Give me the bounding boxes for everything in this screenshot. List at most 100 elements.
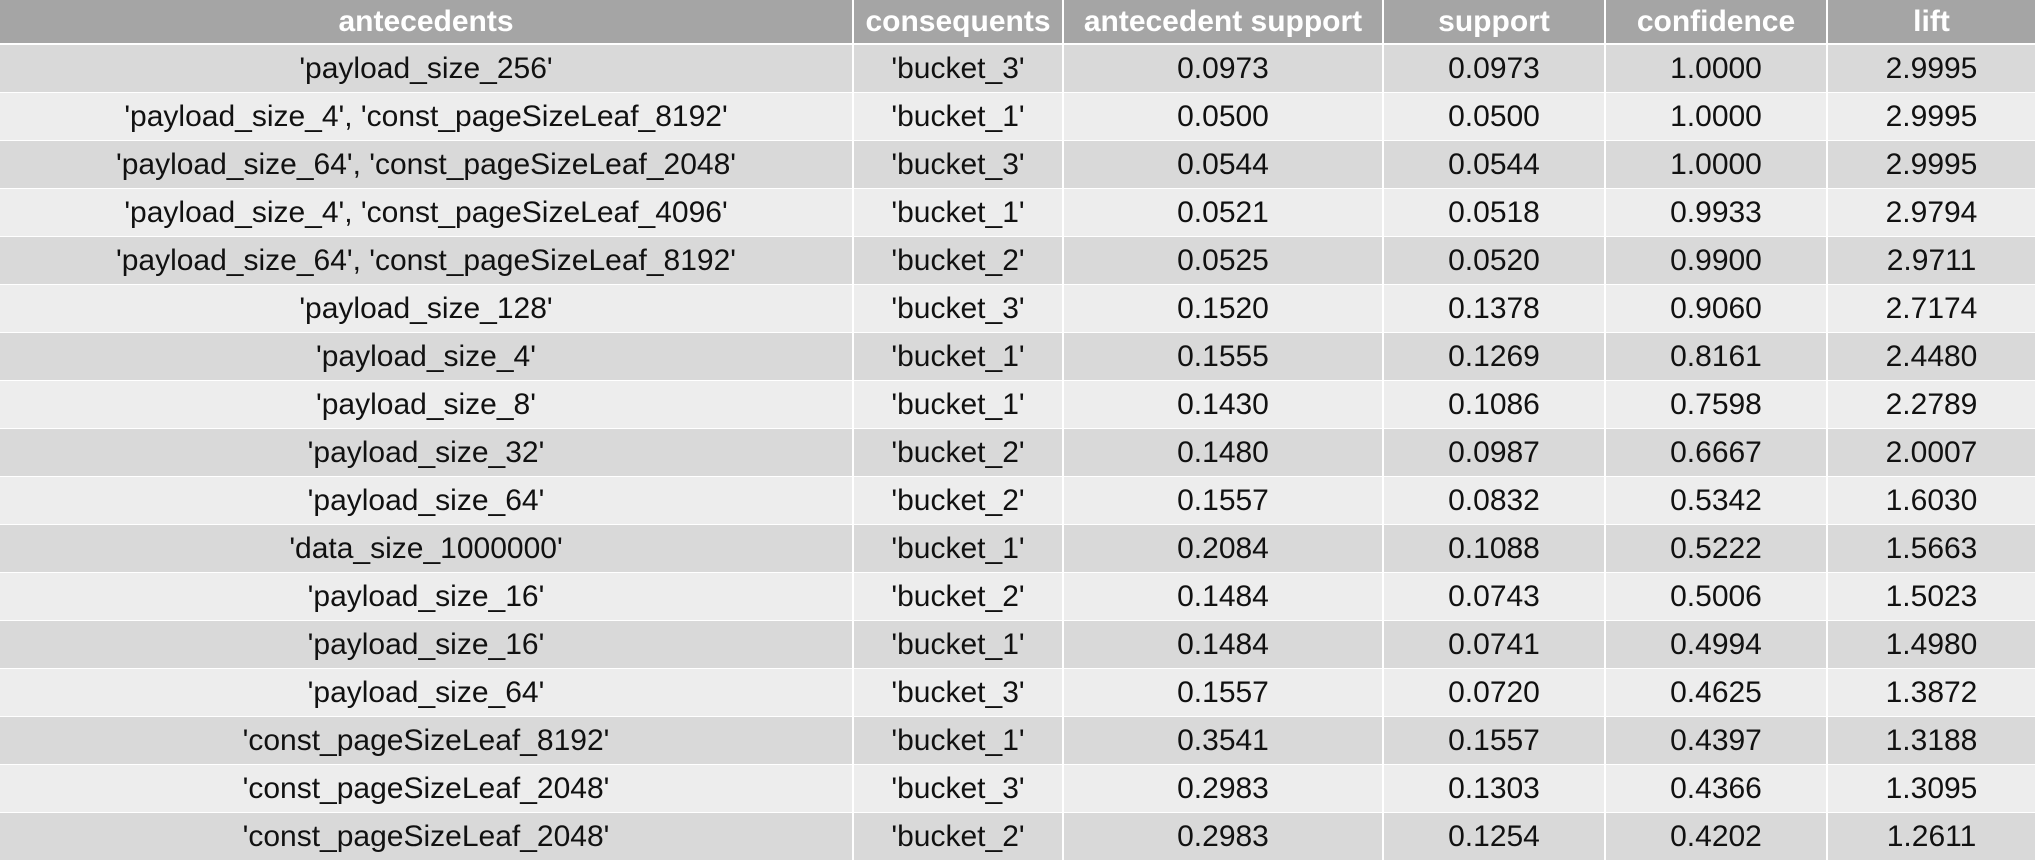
table-row: 'payload_size_8''bucket_1' 0.1430 0.1086 0.… <box>0 380 2035 429</box>
table-row: 'payload_size_16''bucket_2' 0.1484 0.0743 0… <box>0 572 2035 621</box>
cell-consequents: 'bucket_1' <box>853 620 1064 669</box>
cell-antecedent-support: 0.1555 <box>1063 332 1384 381</box>
cell-confidence: 0.9933 <box>1605 188 1828 237</box>
cell-antecedents: 'payload_size_4', 'const_pageSizeLeaf_81… <box>0 92 854 141</box>
cell-lift: 2.9794 <box>1827 188 2035 237</box>
cell-antecedent-support: 0.1557 <box>1063 476 1384 525</box>
cell-antecedent-support: 0.3541 <box>1063 716 1384 765</box>
header-lift: lift <box>1827 0 2035 45</box>
cell-confidence: 1.0000 <box>1605 44 1828 93</box>
cell-antecedents: 'payload_size_8' <box>0 380 854 429</box>
cell-consequents: 'bucket_1' <box>853 188 1064 237</box>
cell-lift: 1.2611 <box>1827 812 2035 860</box>
cell-support: 0.0500 <box>1383 92 1606 141</box>
cell-lift: 2.0007 <box>1827 428 2035 477</box>
cell-antecedent-support: 0.1557 <box>1063 668 1384 717</box>
cell-support: 0.0973 <box>1383 44 1606 93</box>
cell-support: 0.1254 <box>1383 812 1606 860</box>
cell-antecedent-support: 0.1484 <box>1063 572 1384 621</box>
cell-confidence: 1.0000 <box>1605 140 1828 189</box>
cell-support: 0.1088 <box>1383 524 1606 573</box>
cell-antecedents: 'payload_size_64', 'const_pageSizeLeaf_8… <box>0 236 854 285</box>
cell-antecedents: 'payload_size_16' <box>0 572 854 621</box>
table-row: 'payload_size_256''bucket_3' 0.0973 0.0973… <box>0 44 2035 93</box>
cell-lift: 2.9995 <box>1827 44 2035 93</box>
cell-antecedents: 'payload_size_64', 'const_pageSizeLeaf_2… <box>0 140 854 189</box>
cell-confidence: 0.4397 <box>1605 716 1828 765</box>
cell-antecedents: 'payload_size_4', 'const_pageSizeLeaf_40… <box>0 188 854 237</box>
cell-antecedent-support: 0.0973 <box>1063 44 1384 93</box>
cell-lift: 1.5663 <box>1827 524 2035 573</box>
cell-antecedent-support: 0.1430 <box>1063 380 1384 429</box>
cell-antecedent-support: 0.0521 <box>1063 188 1384 237</box>
cell-support: 0.0741 <box>1383 620 1606 669</box>
cell-support: 0.0743 <box>1383 572 1606 621</box>
cell-confidence: 0.4202 <box>1605 812 1828 860</box>
header-row: antecedents consequents antecedent support… <box>0 0 2035 45</box>
cell-antecedent-support: 0.0525 <box>1063 236 1384 285</box>
cell-confidence: 0.4366 <box>1605 764 1828 813</box>
cell-antecedent-support: 0.0500 <box>1063 92 1384 141</box>
cell-lift: 2.7174 <box>1827 284 2035 333</box>
cell-consequents: 'bucket_1' <box>853 524 1064 573</box>
cell-antecedents: 'const_pageSizeLeaf_2048' <box>0 764 854 813</box>
cell-antecedent-support: 0.1520 <box>1063 284 1384 333</box>
cell-lift: 1.3095 <box>1827 764 2035 813</box>
cell-confidence: 0.6667 <box>1605 428 1828 477</box>
cell-consequents: 'bucket_2' <box>853 236 1064 285</box>
cell-lift: 1.6030 <box>1827 476 2035 525</box>
cell-antecedent-support: 0.0544 <box>1063 140 1384 189</box>
cell-consequents: 'bucket_3' <box>853 764 1064 813</box>
table-row: 'const_pageSizeLeaf_2048''bucket_3' 0.298… <box>0 764 2035 813</box>
cell-support: 0.1269 <box>1383 332 1606 381</box>
cell-support: 0.0987 <box>1383 428 1606 477</box>
cell-antecedent-support: 0.2983 <box>1063 812 1384 860</box>
table-row: 'payload_size_16''bucket_1' 0.1484 0.0741 0… <box>0 620 2035 669</box>
cell-confidence: 0.9060 <box>1605 284 1828 333</box>
cell-confidence: 0.5342 <box>1605 476 1828 525</box>
table-row: 'payload_size_64', 'const_pageSizeLeaf_8… <box>0 236 2035 285</box>
cell-antecedent-support: 0.1484 <box>1063 620 1384 669</box>
cell-antecedent-support: 0.1480 <box>1063 428 1384 477</box>
header-antecedents: antecedents <box>0 0 854 45</box>
cell-lift: 1.3188 <box>1827 716 2035 765</box>
cell-consequents: 'bucket_2' <box>853 428 1064 477</box>
table-row: 'payload_size_128''bucket_3' 0.1520 0.1378… <box>0 284 2035 333</box>
cell-support: 0.0518 <box>1383 188 1606 237</box>
cell-confidence: 0.8161 <box>1605 332 1828 381</box>
cell-antecedents: 'payload_size_16' <box>0 620 854 669</box>
cell-lift: 2.9711 <box>1827 236 2035 285</box>
cell-confidence: 0.4625 <box>1605 668 1828 717</box>
cell-support: 0.0720 <box>1383 668 1606 717</box>
cell-consequents: 'bucket_3' <box>853 668 1064 717</box>
cell-consequents: 'bucket_3' <box>853 44 1064 93</box>
cell-consequents: 'bucket_2' <box>853 476 1064 525</box>
cell-antecedent-support: 0.2983 <box>1063 764 1384 813</box>
cell-confidence: 0.5222 <box>1605 524 1828 573</box>
cell-support: 0.0544 <box>1383 140 1606 189</box>
table-row: 'const_pageSizeLeaf_8192''bucket_1' 0.354… <box>0 716 2035 765</box>
cell-support: 0.0832 <box>1383 476 1606 525</box>
cell-consequents: 'bucket_2' <box>853 572 1064 621</box>
cell-support: 0.0520 <box>1383 236 1606 285</box>
cell-antecedents: 'payload_size_256' <box>0 44 854 93</box>
cell-consequents: 'bucket_2' <box>853 812 1064 860</box>
cell-lift: 2.9995 <box>1827 92 2035 141</box>
header-consequents: consequents <box>853 0 1064 45</box>
cell-confidence: 0.7598 <box>1605 380 1828 429</box>
cell-confidence: 0.5006 <box>1605 572 1828 621</box>
cell-antecedents: 'data_size_1000000' <box>0 524 854 573</box>
cell-antecedents: 'payload_size_128' <box>0 284 854 333</box>
cell-consequents: 'bucket_1' <box>853 380 1064 429</box>
cell-consequents: 'bucket_1' <box>853 716 1064 765</box>
table-row: 'payload_size_64''bucket_2' 0.1557 0.0832 0… <box>0 476 2035 525</box>
header-confidence: confidence <box>1605 0 1828 45</box>
cell-consequents: 'bucket_1' <box>853 92 1064 141</box>
table-row: 'data_size_1000000''bucket_1' 0.2084 0.108… <box>0 524 2035 573</box>
header-support: support <box>1383 0 1606 45</box>
table-row: 'payload_size_32''bucket_2' 0.1480 0.0987 0… <box>0 428 2035 477</box>
table-row: 'payload_size_64', 'const_pageSizeLeaf_2… <box>0 140 2035 189</box>
cell-support: 0.1303 <box>1383 764 1606 813</box>
table-header: antecedents consequents antecedent support… <box>0 0 2035 45</box>
